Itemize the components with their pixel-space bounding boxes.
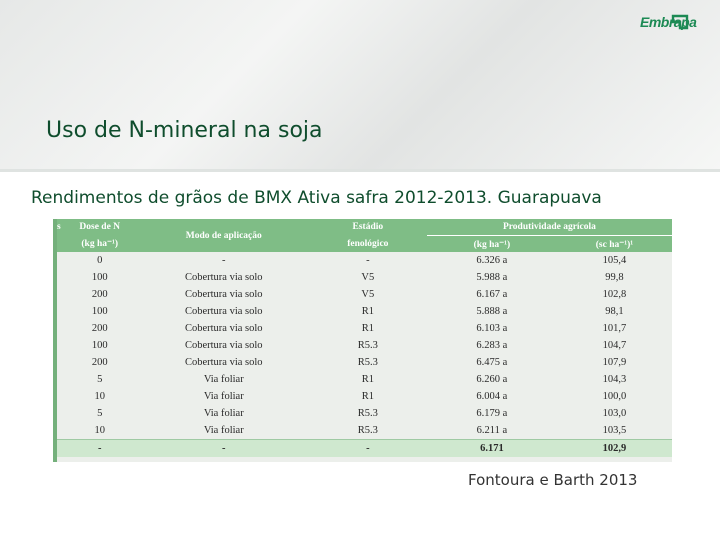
- cell-mode: Cobertura via solo: [184, 289, 263, 300]
- logo-text: Embrapa: [640, 14, 697, 30]
- cell-stage: R1: [361, 306, 374, 317]
- table-row: 100 Cobertura via solo R5.3 6.283 a 104,7: [57, 337, 672, 354]
- cell-sc: 101,7: [602, 323, 627, 334]
- total-mode: -: [138, 439, 309, 457]
- cell-mode: Cobertura via solo: [184, 272, 263, 283]
- yield-table-image: s Dose de N Modo de aplicação Estádio Pr…: [53, 219, 672, 462]
- cell-sc: 103,5: [602, 425, 627, 436]
- header-kg: (kg ha⁻¹): [426, 235, 557, 252]
- cell-kg: 6.167 a: [476, 289, 508, 300]
- cell-mode: Via foliar: [203, 374, 244, 385]
- cell-kg: 6.260 a: [476, 374, 508, 385]
- cell-stage: R1: [361, 391, 374, 402]
- total-dose: -: [60, 439, 139, 457]
- source-citation: Fontoura e Barth 2013: [468, 471, 638, 489]
- cell-sc: 104,3: [602, 374, 627, 385]
- header-mode: Modo de aplicação: [138, 219, 309, 252]
- cell-kg: 5.888 a: [476, 306, 508, 317]
- cell-dose: 200: [91, 289, 108, 300]
- table-row: 5 Via foliar R1 6.260 a 104,3: [57, 371, 672, 388]
- cell-mode: Via foliar: [203, 408, 244, 419]
- header-sc: (sc ha⁻¹)¹: [556, 235, 672, 252]
- cell-kg: 6.475 a: [476, 357, 508, 368]
- cell-dose: 100: [91, 272, 108, 283]
- stub-header: s: [57, 219, 61, 236]
- cell-stage: R5.3: [357, 425, 378, 436]
- embrapa-logo: Embrapa: [640, 12, 708, 34]
- cell-dose: 5: [97, 408, 103, 419]
- table-row: 5 Via foliar R5.3 6.179 a 103,0: [57, 405, 672, 422]
- cell-kg: 6.103 a: [476, 323, 508, 334]
- cell-sc: 99,8: [605, 272, 624, 283]
- header-productivity: Produtividade agrícola: [426, 219, 672, 236]
- cell-stage: R5.3: [357, 357, 378, 368]
- cell-mode: -: [222, 255, 226, 266]
- cell-sc: 107,9: [602, 357, 627, 368]
- cell-stage: R5.3: [357, 408, 378, 419]
- total-sc: 102,9: [556, 439, 672, 457]
- cell-mode: Cobertura via solo: [184, 340, 263, 351]
- cell-dose: 200: [91, 357, 108, 368]
- table-caption: Rendimentos de grãos de BMX Ativa safra …: [31, 188, 602, 208]
- cell-dose: 0: [97, 255, 103, 266]
- cell-kg: 5.988 a: [476, 272, 508, 283]
- stub-header-2: [57, 235, 61, 252]
- cell-dose: 10: [94, 391, 105, 402]
- table-row: 100 Cobertura via solo R1 5.888 a 98,1: [57, 303, 672, 320]
- cell-mode: Cobertura via solo: [184, 306, 263, 317]
- total-stage: -: [308, 439, 427, 457]
- cell-sc: 103,0: [602, 408, 627, 419]
- slide-title: Uso de N-mineral na soja: [46, 118, 323, 143]
- cell-dose: 10: [94, 425, 105, 436]
- cell-sc: 105,4: [602, 255, 627, 266]
- cell-kg: 6.179 a: [476, 408, 508, 419]
- table-row: 0 - - 6.326 a 105,4: [57, 252, 672, 269]
- row-stub: [57, 439, 61, 457]
- header-stage-2: fenológico: [308, 235, 427, 252]
- cell-kg: 6.326 a: [476, 255, 508, 266]
- table-row: 10 Via foliar R1 6.004 a 100,0: [57, 388, 672, 405]
- cell-stage: R5.3: [357, 340, 378, 351]
- cell-kg: 6.004 a: [476, 391, 508, 402]
- cell-mode: Via foliar: [203, 391, 244, 402]
- cell-sc: 104,7: [602, 340, 627, 351]
- table-body: 0- -6.326 a 105,4 100 Cobertura via solo V5 5.…: [57, 252, 672, 457]
- table-row: 200 Cobertura via solo R1 6.103 a 101,7: [57, 320, 672, 337]
- header-band: [0, 0, 720, 172]
- cell-stage: R1: [361, 374, 374, 385]
- cell-stage: -: [366, 255, 370, 266]
- table-row: 200 Cobertura via solo V5 6.167 a 102,8: [57, 286, 672, 303]
- total-kg: 6.171: [426, 439, 557, 457]
- logo-mark-icon: [671, 14, 689, 30]
- cell-stage: V5: [361, 272, 375, 283]
- cell-stage: R1: [361, 323, 374, 334]
- table-total-row: - - -6.171 102,9: [57, 439, 672, 457]
- cell-dose: 200: [91, 323, 108, 334]
- cell-dose: 5: [97, 374, 103, 385]
- header-dose: Dose de N: [60, 219, 139, 236]
- cell-dose: 100: [91, 340, 108, 351]
- cell-sc: 100,0: [602, 391, 627, 402]
- table-row: 200 Cobertura via solo R5.3 6.475 a 107,9: [57, 354, 672, 371]
- header-dose-unit: (kg ha⁻¹): [60, 235, 139, 252]
- cell-mode: Via foliar: [203, 425, 244, 436]
- cell-kg: 6.211 a: [476, 425, 508, 436]
- table-row: 10 Via foliar R5.3 6.211 a 103,5: [57, 422, 672, 440]
- cell-kg: 6.283 a: [476, 340, 508, 351]
- table-row: 100 Cobertura via solo V5 5.988 a 99,8: [57, 269, 672, 286]
- cell-mode: Cobertura via solo: [184, 357, 263, 368]
- cell-sc: 102,8: [602, 289, 627, 300]
- header-stage: Estádio: [308, 219, 427, 236]
- cell-stage: V5: [361, 289, 375, 300]
- cell-mode: Cobertura via solo: [184, 323, 263, 334]
- yield-table: s Dose de N Modo de aplicação Estádio Pr…: [57, 219, 672, 457]
- cell-dose: 100: [91, 306, 108, 317]
- cell-sc: 98,1: [605, 306, 624, 317]
